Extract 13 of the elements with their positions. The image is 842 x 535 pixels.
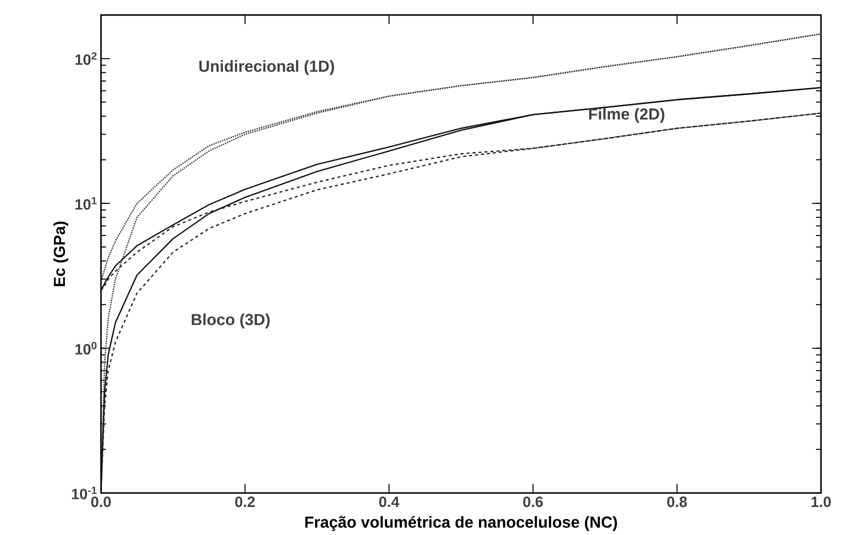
annotation: Unidirecional (1D) (199, 60, 334, 76)
x-tick-label: 0.6 (523, 496, 543, 508)
annotation: Bloco (3D) (192, 313, 270, 328)
x-axis-title: Fração volumétrica de nanocelulose (NC) (305, 516, 617, 531)
x-tick-label: 0.8 (667, 496, 687, 508)
y-tick-label: 10$^{1}$ (75, 197, 97, 210)
x-tick-label: 0.2 (235, 496, 255, 508)
y-tick-label: 10$^{2}$ (75, 52, 97, 65)
y-axis-title: Ec (GPa) (53, 222, 68, 286)
annotation: Filme (2D) (589, 108, 664, 123)
x-tick-label: 1.0 (812, 496, 831, 508)
x-tick-label: 0.4 (379, 496, 400, 508)
y-tick-label: 10$^{0}$ (75, 342, 97, 355)
